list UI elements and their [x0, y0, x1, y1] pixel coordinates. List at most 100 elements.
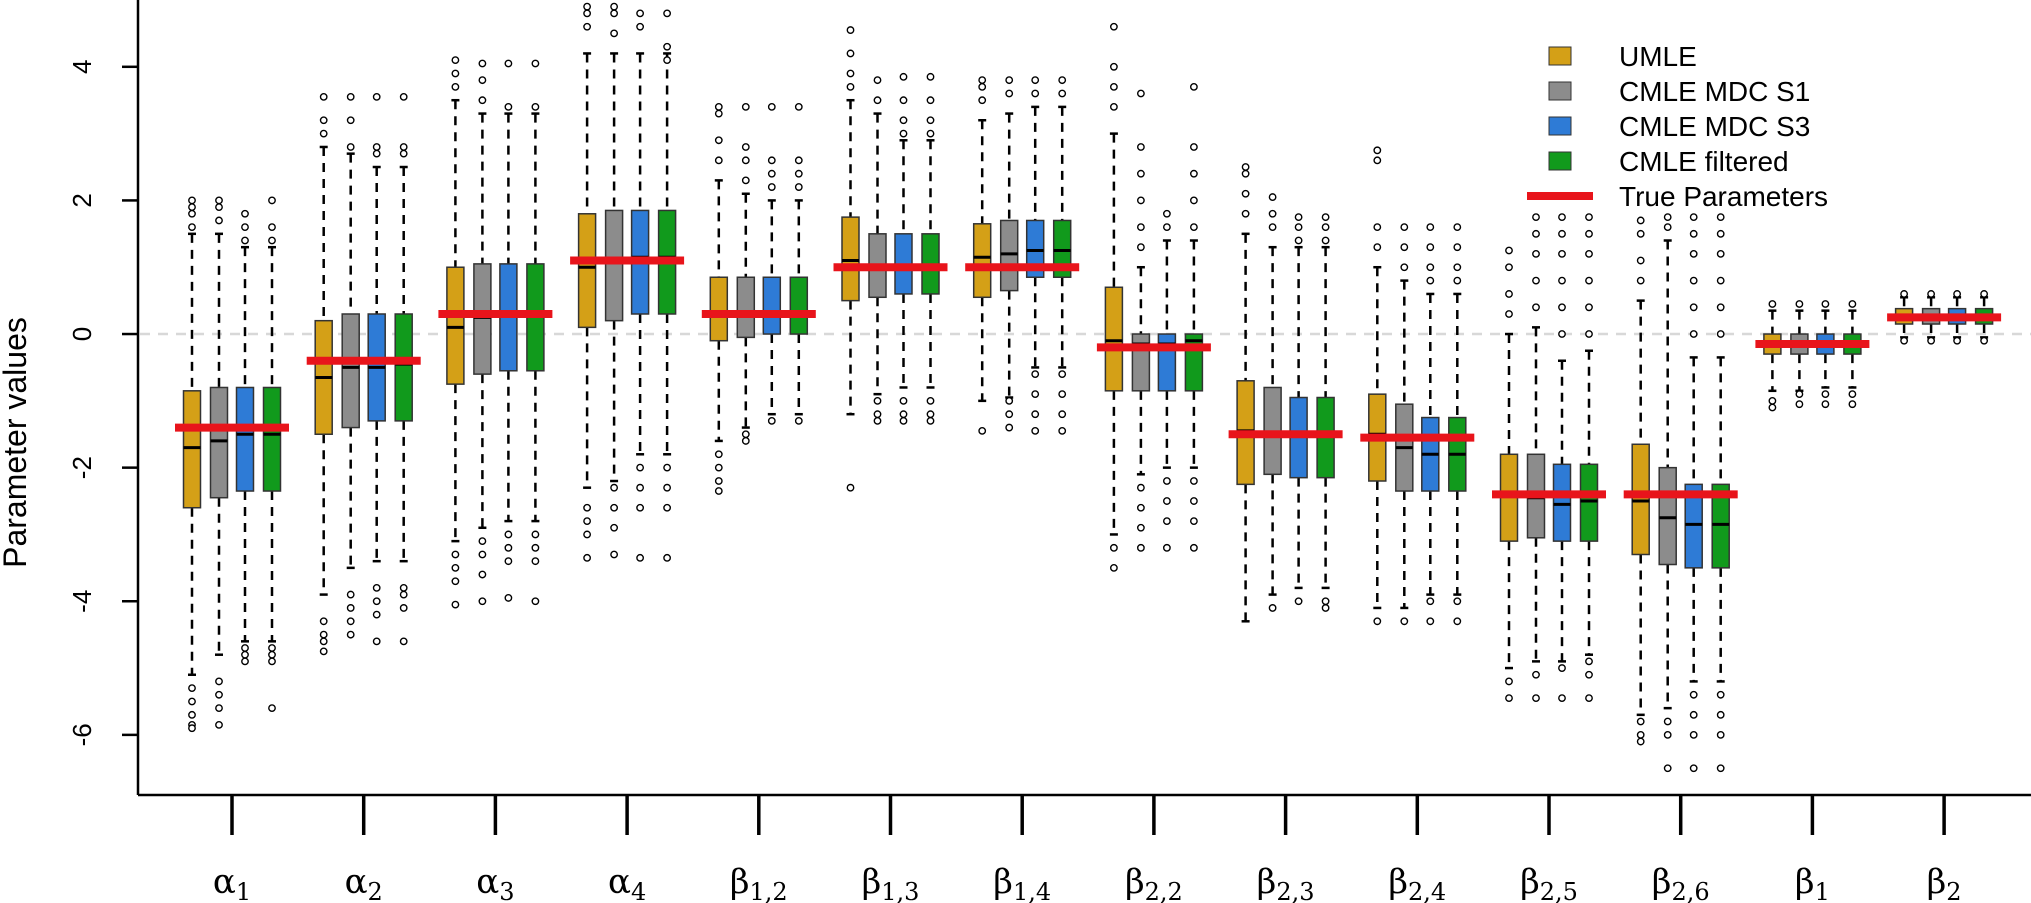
outlier-point: [1110, 543, 1118, 552]
outlier-point: [1321, 597, 1330, 606]
outlier-point: [1321, 236, 1330, 245]
box: [1684, 483, 1703, 569]
outlier-point: [1558, 249, 1566, 258]
box: [1131, 333, 1151, 392]
outlier-point: [1137, 89, 1145, 98]
outlier-point: [1005, 89, 1014, 98]
outlier-point: [188, 724, 196, 733]
outlier-point: [636, 503, 644, 512]
box-layer: [182, 209, 1994, 569]
outlier-point: [346, 604, 355, 612]
outlier-point: [1663, 223, 1672, 232]
outlier-point: [504, 594, 513, 602]
outlier-point: [1532, 694, 1540, 703]
outlier-point: [478, 597, 487, 606]
box: [1157, 333, 1177, 392]
outlier-point: [1636, 717, 1645, 726]
box: [789, 276, 809, 335]
x-tick-label: β2,4: [1388, 862, 1446, 903]
outlier-point: [663, 9, 671, 18]
outlier-point: [1663, 764, 1672, 773]
outlier-point: [1585, 670, 1593, 679]
box: [473, 263, 492, 375]
legend-label: UMLE: [1619, 41, 1697, 72]
outlier-point: [451, 600, 460, 609]
outlier-point: [1190, 223, 1198, 232]
outlier-point: [1058, 370, 1067, 379]
outlier-point: [1716, 249, 1725, 258]
x-tick-label-subscript: 2,3: [1276, 878, 1314, 903]
outlier-point: [1689, 764, 1698, 773]
outlier-point: [1716, 690, 1725, 699]
outlier-point: [1137, 543, 1145, 552]
outlier-point: [215, 216, 223, 225]
outlier-point: [215, 203, 223, 212]
legend-swatch: [1548, 116, 1572, 136]
outlier-point: [1689, 276, 1698, 285]
outlier-point: [899, 396, 908, 405]
outlier-point: [714, 109, 723, 118]
box: [709, 276, 729, 342]
outlier-point: [714, 477, 723, 485]
outlier-point: [1453, 223, 1462, 232]
outlier-point: [1190, 169, 1198, 178]
outlier-point: [1558, 303, 1566, 312]
outlier-point: [1321, 604, 1330, 612]
outlier-point: [873, 76, 882, 85]
outlier-point: [1163, 223, 1171, 232]
x-tick-label: β2: [1927, 862, 1962, 903]
y-tick-label: 4: [67, 60, 97, 74]
outlier-point: [188, 223, 196, 232]
outlier-point: [1689, 249, 1698, 258]
outlier-point: [1558, 664, 1566, 672]
x-tick-label-symbol: α: [476, 862, 499, 902]
outlier-point: [663, 483, 671, 492]
outlier-point: [610, 9, 618, 18]
outlier-point: [1005, 396, 1014, 405]
outlier-point: [1110, 102, 1118, 111]
outlier-point: [1585, 694, 1593, 703]
true-parameter-layer: [175, 256, 2002, 499]
outlier-point: [1321, 213, 1330, 222]
outlier-point: [504, 530, 513, 539]
x-tick-label: β1: [1795, 862, 1830, 903]
outlier-point: [1190, 82, 1198, 91]
outlier-point: [767, 102, 776, 111]
outlier-point: [241, 657, 249, 666]
outlier-point: [188, 196, 196, 205]
outlier-point: [1795, 300, 1804, 308]
outlier-point: [1137, 196, 1145, 205]
outlier-point: [1031, 76, 1040, 85]
outlier-point: [1190, 497, 1198, 505]
outlier-point: [1900, 290, 1909, 298]
outlier-point: [1900, 336, 1909, 345]
outlier-point: [636, 463, 644, 472]
outlier-point: [1927, 290, 1936, 298]
outlier-point: [1268, 223, 1277, 232]
outlier-point: [241, 209, 249, 218]
outlier-point: [1426, 223, 1435, 232]
x-tick-label-symbol: β: [1652, 862, 1672, 902]
outlier-point: [478, 570, 487, 579]
outlier-point: [1689, 229, 1698, 238]
outlier-point: [1373, 223, 1382, 232]
outlier-point: [1585, 229, 1593, 238]
outlier-point: [1137, 169, 1145, 178]
outlier-point: [1426, 617, 1435, 626]
outlier-point: [583, 517, 591, 525]
outlier-point: [846, 69, 855, 78]
outlier-point: [1953, 290, 1962, 298]
outlier-point: [610, 2, 618, 11]
outlier-point: [1137, 223, 1145, 232]
y-axis-title: Parameter values: [0, 317, 33, 568]
outlier-point: [794, 156, 803, 165]
outlier-point: [188, 697, 196, 706]
box: [262, 386, 282, 492]
outlier-point: [636, 553, 644, 562]
outlier-point: [1294, 597, 1303, 606]
outlier-point: [583, 530, 591, 539]
outlier-point: [372, 597, 381, 606]
outlier-point: [926, 72, 935, 81]
outlier-point: [1426, 243, 1435, 252]
outlier-point: [663, 503, 671, 512]
